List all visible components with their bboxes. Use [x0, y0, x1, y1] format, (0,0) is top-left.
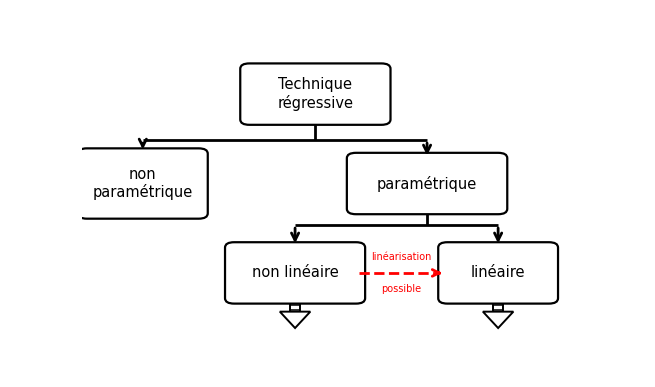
FancyBboxPatch shape: [240, 63, 390, 125]
FancyBboxPatch shape: [438, 242, 558, 304]
FancyBboxPatch shape: [347, 153, 507, 214]
Text: non linéaire: non linéaire: [252, 265, 339, 281]
Text: possible: possible: [382, 284, 422, 294]
Text: linéarisation: linéarisation: [371, 252, 432, 262]
Polygon shape: [483, 312, 514, 328]
Text: paramétrique: paramétrique: [377, 176, 477, 192]
Text: linéaire: linéaire: [471, 265, 525, 281]
FancyBboxPatch shape: [225, 242, 365, 304]
Polygon shape: [280, 312, 310, 328]
Text: non
paramétrique: non paramétrique: [92, 167, 193, 200]
FancyBboxPatch shape: [78, 148, 208, 219]
Text: Technique
régressive: Technique régressive: [277, 77, 354, 111]
